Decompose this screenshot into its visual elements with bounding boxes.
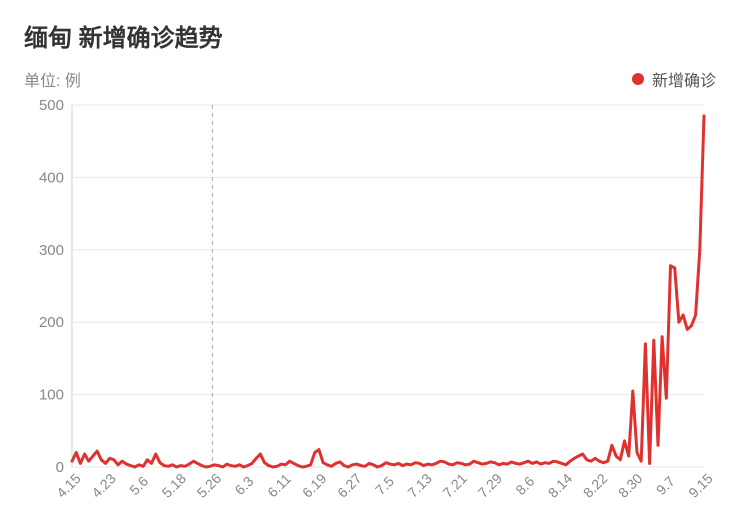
svg-text:7.13: 7.13 — [404, 470, 435, 501]
svg-text:300: 300 — [39, 242, 64, 259]
svg-text:7.5: 7.5 — [372, 473, 397, 498]
svg-text:8.22: 8.22 — [580, 470, 611, 501]
svg-text:100: 100 — [39, 387, 64, 404]
chart-svg: 01002003004005004.154.235.65.185.266.36.… — [24, 99, 716, 519]
svg-text:4.23: 4.23 — [88, 470, 119, 501]
chart-title: 缅甸 新增确诊趋势 — [24, 18, 716, 53]
chart-subheader: 单位: 例 新增确诊 — [24, 67, 716, 91]
legend-label: 新增确诊 — [652, 67, 716, 91]
svg-text:5.6: 5.6 — [126, 473, 151, 498]
svg-text:400: 400 — [39, 169, 64, 186]
svg-text:8.14: 8.14 — [545, 470, 576, 501]
svg-text:5.26: 5.26 — [194, 470, 225, 501]
svg-text:6.27: 6.27 — [334, 470, 365, 501]
svg-text:8.6: 8.6 — [512, 473, 537, 498]
unit-label: 单位: 例 — [24, 67, 81, 91]
svg-text:7.29: 7.29 — [475, 470, 506, 501]
svg-text:8.30: 8.30 — [615, 470, 646, 501]
svg-text:5.18: 5.18 — [159, 470, 190, 501]
legend: 新增确诊 — [632, 67, 716, 91]
svg-text:6.3: 6.3 — [231, 473, 256, 498]
svg-text:6.19: 6.19 — [299, 470, 330, 501]
legend-dot-icon — [632, 73, 644, 85]
svg-text:500: 500 — [39, 99, 64, 114]
svg-text:9.15: 9.15 — [685, 470, 716, 501]
svg-text:6.11: 6.11 — [264, 470, 294, 500]
svg-text:200: 200 — [39, 314, 64, 331]
svg-text:7.21: 7.21 — [439, 470, 470, 501]
svg-text:9.7: 9.7 — [653, 473, 678, 498]
svg-text:0: 0 — [56, 459, 64, 476]
chart-area: 01002003004005004.154.235.65.185.266.36.… — [24, 99, 716, 519]
